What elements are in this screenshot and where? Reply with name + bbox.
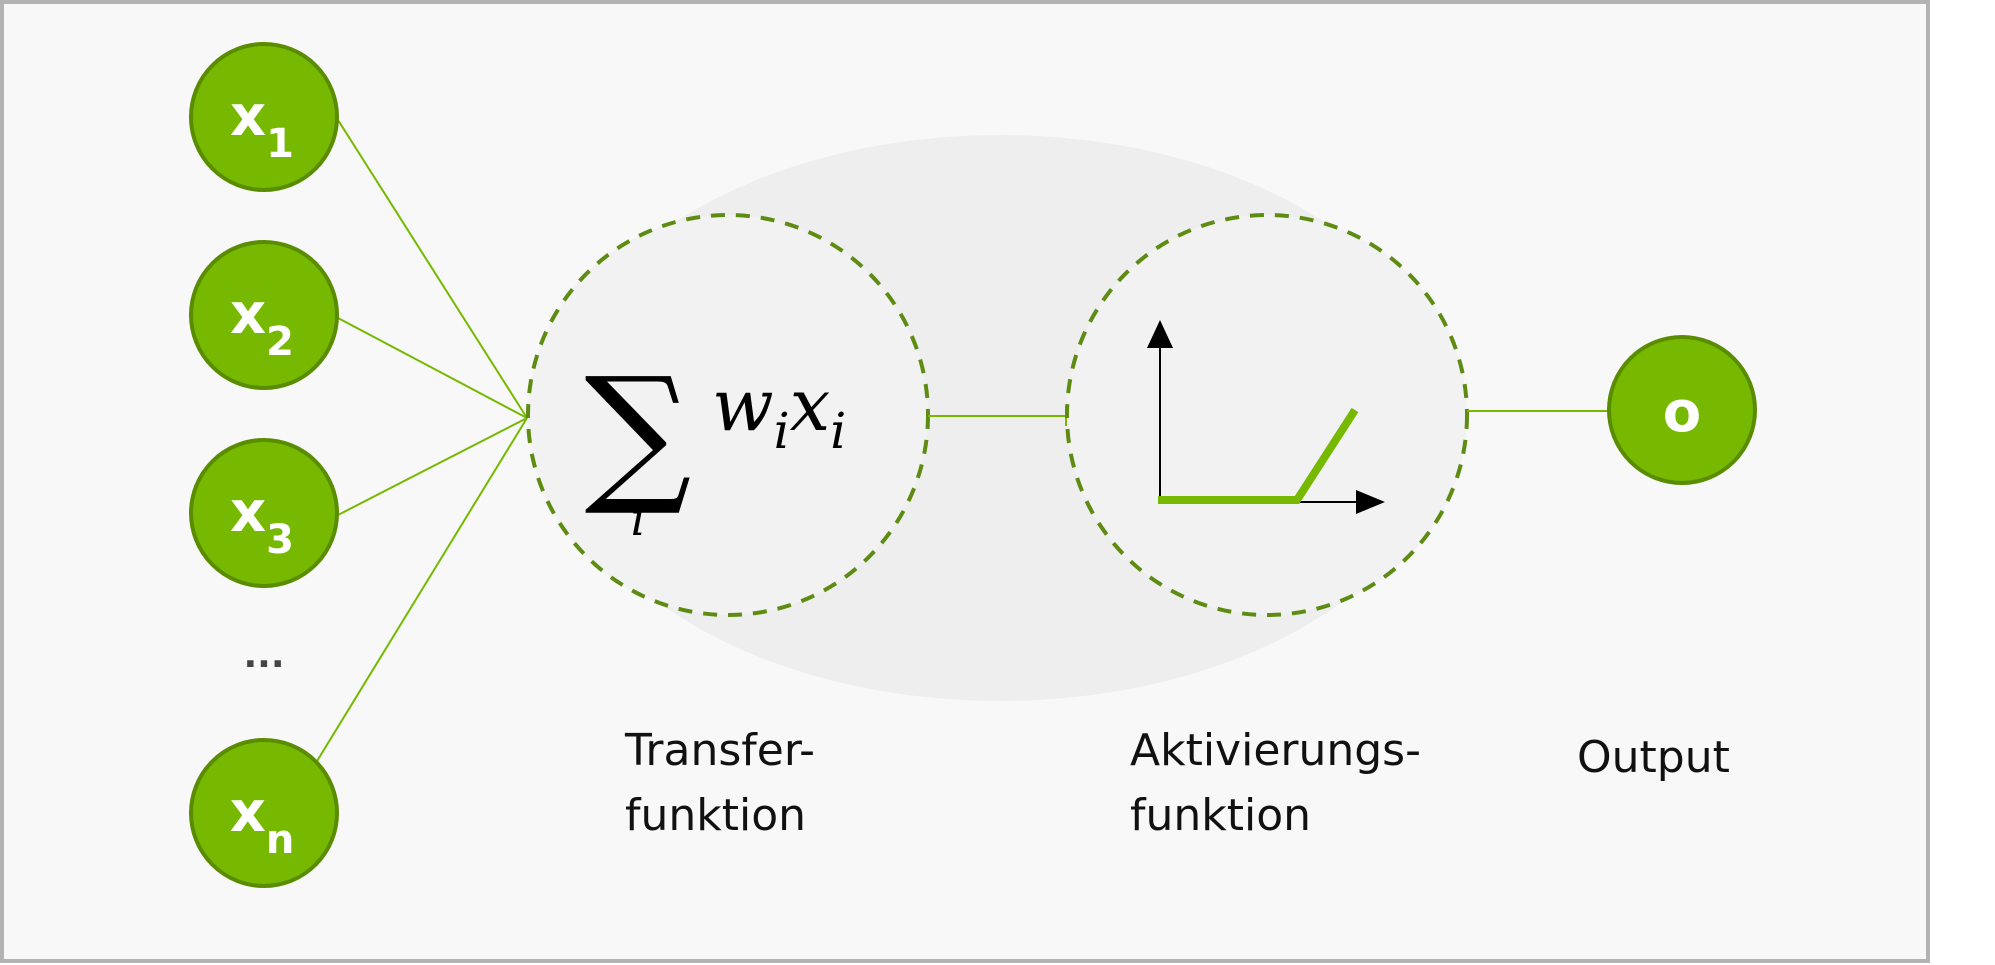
activation-plot xyxy=(1147,320,1385,514)
transfer-formula: ∑ i wixi xyxy=(584,346,846,546)
input-node-x1: x1 xyxy=(189,42,339,192)
svg-text:x3: x3 xyxy=(230,480,294,563)
activation-caption: Aktivierungs- xyxy=(1130,725,1421,776)
y-axis-arrow-icon xyxy=(1147,320,1173,348)
svg-text:x2: x2 xyxy=(230,282,294,365)
input-connections xyxy=(313,119,528,767)
output-node: o xyxy=(1607,335,1757,485)
input-node-x2: x2 xyxy=(189,240,339,390)
connection-x2 xyxy=(337,317,528,419)
input-node-x3: x3 xyxy=(189,438,339,588)
svg-text:xn: xn xyxy=(230,780,295,863)
svg-text:o: o xyxy=(1663,380,1701,445)
connection-x3 xyxy=(337,417,528,516)
transfer-caption: Transfer- xyxy=(624,725,815,776)
relu-curve xyxy=(1158,407,1359,504)
weighted-input: wixi xyxy=(712,363,846,460)
activation-function-circle xyxy=(1065,213,1469,617)
transfer-caption-line2: funktion xyxy=(625,790,806,841)
svg-text:x1: x1 xyxy=(230,84,294,167)
sum-index: i xyxy=(631,492,646,546)
activation-caption-line2: funktion xyxy=(1130,790,1311,841)
input-node-xn: xn xyxy=(189,738,339,888)
output-caption: Output xyxy=(1577,732,1730,783)
input-ellipsis: ... xyxy=(243,635,284,676)
sum-symbol: ∑ xyxy=(584,346,691,520)
x-axis-arrow-icon xyxy=(1356,490,1385,514)
connection-xn xyxy=(313,417,528,767)
connection-x1 xyxy=(337,119,528,419)
